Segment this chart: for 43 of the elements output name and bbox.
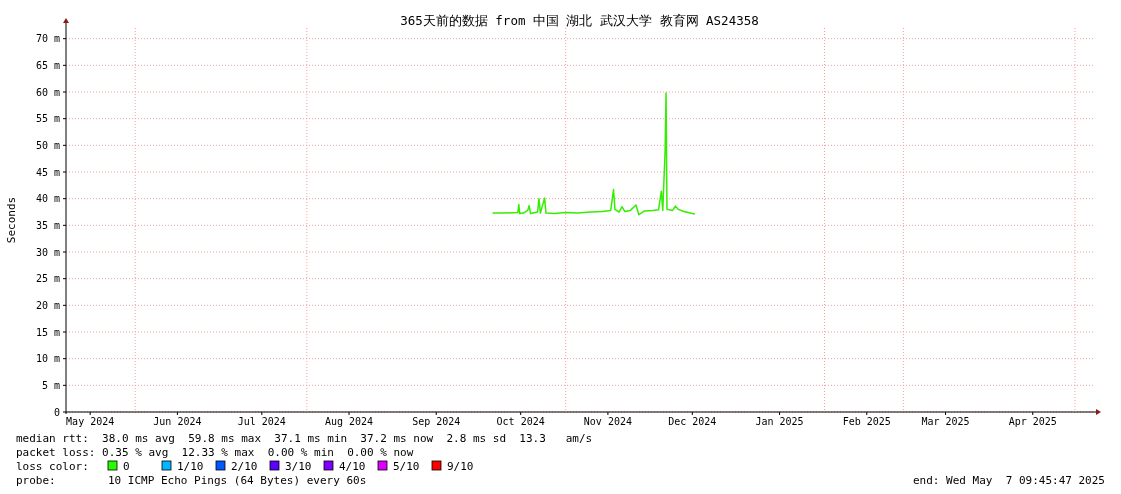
text: 10 ICMP Echo Pings (64 Bytes) every 60s	[108, 474, 367, 487]
y-tick-label: 0	[53, 406, 60, 418]
text: 3/10	[285, 460, 312, 473]
y-tick-label: 35 m	[35, 219, 60, 231]
x-tick-label: Dec 2024	[668, 416, 717, 427]
text: 2/10	[231, 460, 258, 473]
x-tick-label: Aug 2024	[324, 416, 374, 427]
text: 9/10	[447, 460, 474, 473]
y-tick-label: 25 m	[35, 273, 60, 285]
x-tick-label: Mar 2025	[921, 416, 970, 427]
text: 0	[123, 460, 130, 473]
y-tick-label: 60 m	[35, 86, 60, 98]
y-tick-label: 65 m	[35, 59, 60, 71]
x-tick-label: Apr 2025	[1008, 416, 1057, 427]
y-tick-label: 20 m	[35, 299, 60, 311]
y-tick-label: 50 m	[35, 139, 60, 151]
x-tick-label: Jun 2024	[153, 416, 202, 427]
y-axis-title: Seconds	[5, 196, 18, 244]
y-tick-label: 40 m	[35, 193, 60, 205]
x-tick-label: Feb 2025	[842, 416, 891, 427]
x-tick-label: Jan 2025	[755, 416, 804, 427]
y-tick-label: 30 m	[35, 246, 60, 258]
line-series	[491, 92, 696, 216]
text: loss color:	[16, 460, 89, 473]
text: probe:	[16, 474, 56, 487]
y-tick-label: 5 m	[41, 379, 60, 391]
chart-title: 365天前的数据 from 中国 湖北 武汉大学 教育网 AS24358	[400, 13, 759, 28]
text: median rtt: 38.0 ms avg 59.8 ms max 37.1 ms min 37.2 ms now 2.8 ms sd 13.3 am/s	[16, 432, 593, 445]
y-tick-label: 15 m	[35, 326, 60, 338]
x-tick-label: Nov 2024	[583, 416, 632, 427]
x-tick-label: Oct 2024	[496, 416, 545, 427]
text: 5/10	[393, 460, 420, 473]
text: end: Wed May 7 09:45:47 2025	[912, 474, 1105, 487]
y-tick-label: 10 m	[35, 353, 60, 365]
y-tick-label: 45 m	[35, 166, 60, 178]
x-tick-label: Sep 2024	[412, 416, 461, 427]
x-tick-label: May 2024	[66, 416, 115, 427]
y-tick-label: 55 m	[35, 113, 60, 125]
text: 1/10	[177, 460, 204, 473]
text: 4/10	[339, 460, 366, 473]
y-tick-label: 70 m	[35, 33, 60, 45]
text: packet loss: 0.35 % avg 12.33 % max 0.00 % min 0.00 % now	[16, 446, 414, 459]
x-tick-label: Jul 2024	[237, 416, 286, 427]
